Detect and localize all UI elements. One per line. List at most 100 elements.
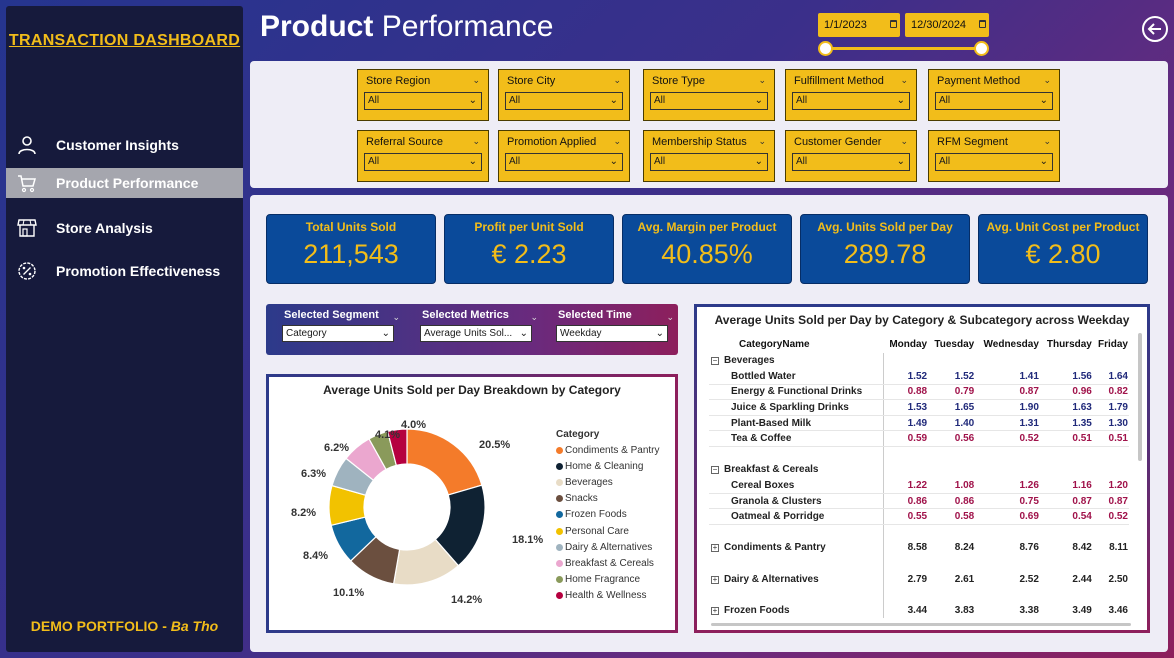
matrix-cell [1040, 353, 1093, 369]
legend-label: Snacks [565, 493, 598, 505]
time-selector[interactable]: Selected Time ⌄ Weekday ⌄ [556, 309, 674, 342]
chevron-down-icon[interactable]: ⌄ [613, 136, 621, 146]
filter-store-region[interactable]: Store Region ⌄ All ⌄ [357, 69, 489, 121]
date-slider-start-handle[interactable] [818, 41, 833, 56]
matrix-cell: 1.16 [1039, 477, 1093, 494]
matrix-cell: 0.56 [928, 430, 976, 448]
filter-dropdown[interactable]: All ⌄ [505, 153, 623, 171]
sidebar: TRANSACTION DASHBOARD Customer Insights … [6, 6, 243, 652]
matrix-column-header[interactable]: Friday [1097, 338, 1128, 350]
nav-label: Product Performance [56, 175, 199, 191]
matrix-header-row: CategoryName Monday Tuesday Wednesday Thursd… [709, 335, 1129, 353]
donut-slice-health-wellness[interactable] [386, 428, 408, 467]
page-title: Product Performance [260, 10, 554, 43]
legend-item[interactable]: Snacks [556, 491, 660, 507]
filter-fulfillment-method[interactable]: Fulfillment Method ⌄ All ⌄ [785, 69, 917, 121]
expand-icon[interactable]: + [711, 574, 719, 584]
metrics-selector[interactable]: Selected Metrics ⌄ Average Units Sol... ⌄ [420, 309, 538, 342]
filter-rfm-segment[interactable]: RFM Segment ⌄ All ⌄ [928, 130, 1060, 182]
back-button[interactable] [1142, 16, 1168, 42]
filter-dropdown[interactable]: All ⌄ [935, 92, 1053, 110]
start-date-input[interactable]: 1/1/2023 [818, 13, 900, 37]
legend-item[interactable]: Beverages [556, 474, 660, 490]
filter-dropdown[interactable]: All ⌄ [935, 153, 1053, 171]
filter-customer-gender[interactable]: Customer Gender ⌄ All ⌄ [785, 130, 917, 182]
chevron-down-icon[interactable]: ⌄ [1043, 136, 1051, 146]
filter-membership-status[interactable]: Membership Status ⌄ All ⌄ [643, 130, 775, 182]
matrix-column-header[interactable]: Monday [889, 338, 928, 350]
matrix-column-header[interactable]: Wednesday [983, 338, 1039, 350]
matrix-cell: 0.86 [883, 493, 929, 510]
filter-promotion-applied[interactable]: Promotion Applied ⌄ All ⌄ [498, 130, 630, 182]
date-slider-end-handle[interactable] [974, 41, 989, 56]
dashboard-brand[interactable]: TRANSACTION DASHBOARD [8, 32, 241, 49]
filter-dropdown[interactable]: All ⌄ [505, 92, 623, 110]
matrix-cell: 3.83 [954, 604, 975, 616]
end-date-input[interactable]: 12/30/2024 [905, 13, 989, 37]
matrix-row-label: − Beverages [709, 353, 884, 369]
collapse-icon[interactable]: − [711, 356, 719, 366]
chevron-down-icon[interactable]: ⌄ [613, 75, 621, 85]
chevron-down-icon[interactable]: ⌄ [1043, 75, 1051, 85]
matrix-cell: 1.22 [883, 477, 929, 494]
matrix-cell: 0.54 [1039, 508, 1093, 526]
legend-item[interactable]: Personal Care [556, 523, 660, 539]
matrix-corner-header[interactable]: CategoryName [739, 338, 810, 350]
matrix-cell: 0.96 [1039, 384, 1093, 401]
vertical-scrollbar[interactable] [1138, 333, 1142, 461]
legend-item[interactable]: Home Fragrance [556, 572, 660, 588]
slice-data-label: 18.1% [512, 534, 544, 546]
matrix-row-label: Oatmeal & Porridge [709, 508, 884, 526]
filter-dropdown[interactable]: All ⌄ [650, 92, 768, 110]
date-range-slider[interactable] [826, 47, 982, 50]
filter-store-type[interactable]: Store Type ⌄ All ⌄ [643, 69, 775, 121]
legend-item[interactable]: Dairy & Alternatives [556, 539, 660, 555]
matrix-row: + Condiments & Pantry 8.58 8.24 8.76 8.42 8.11 [709, 540, 1129, 556]
nav-customer-insights[interactable]: Customer Insights [6, 130, 243, 160]
matrix-row: Energy & Functional Drinks 0.88 0.79 0.87 0.… [709, 384, 1129, 401]
matrix-column-header[interactable]: Thursday [1046, 338, 1092, 350]
nav-promotion-effectiveness[interactable]: Promotion Effectiveness [6, 256, 243, 286]
legend-item[interactable]: Breakfast & Cereals [556, 555, 660, 571]
filter-dropdown[interactable]: All ⌄ [792, 153, 910, 171]
legend-item[interactable]: Home & Cleaning [556, 458, 660, 474]
matrix-row-label: + Condiments & Pantry [709, 540, 884, 556]
segment-selector[interactable]: Selected Segment ⌄ Category ⌄ [282, 309, 400, 342]
donut-slice-condiments-pantry[interactable] [406, 428, 483, 496]
chevron-down-icon[interactable]: ⌄ [900, 75, 908, 85]
matrix-cell: 3.46 [1108, 604, 1128, 616]
matrix-row-label: Cereal Boxes [709, 477, 884, 494]
chevron-down-icon[interactable]: ⌄ [758, 75, 766, 85]
matrix-row: Juice & Sparkling Drinks 1.53 1.65 1.90 1.63… [709, 399, 1129, 416]
matrix-row: + Frozen Foods 3.44 3.83 3.38 3.49 3.46 [709, 602, 1129, 619]
legend-label: Home & Cleaning [565, 460, 644, 472]
filter-referral-source[interactable]: Referral Source ⌄ All ⌄ [357, 130, 489, 182]
legend-item[interactable]: Health & Wellness [556, 588, 660, 604]
chevron-down-icon[interactable]: ⌄ [758, 136, 766, 146]
chevron-down-icon[interactable]: ⌄ [900, 136, 908, 146]
expand-icon[interactable]: + [711, 543, 719, 553]
filter-dropdown[interactable]: All ⌄ [792, 92, 910, 110]
chevron-down-icon[interactable]: ⌄ [472, 75, 480, 85]
chevron-down-icon[interactable]: ⌄ [472, 136, 480, 146]
matrix-cell [1093, 353, 1129, 369]
matrix-column-header[interactable]: Tuesday [934, 338, 975, 350]
filter-dropdown[interactable]: All ⌄ [364, 92, 482, 110]
collapse-icon[interactable]: − [711, 465, 719, 475]
matrix-cell: 0.51 [1092, 430, 1129, 448]
legend-item[interactable]: Condiments & Pantry [556, 442, 660, 458]
legend-label: Home Fragrance [565, 574, 641, 586]
filter-store-city[interactable]: Store City ⌄ All ⌄ [498, 69, 630, 121]
legend-color-dot [556, 559, 563, 567]
filter-dropdown[interactable]: All ⌄ [364, 153, 482, 171]
nav-store-analysis[interactable]: Store Analysis [6, 213, 243, 243]
matrix-cell: 0.87 [1092, 493, 1129, 510]
nav-product-performance[interactable]: Product Performance [6, 168, 243, 198]
filter-dropdown[interactable]: All ⌄ [650, 153, 768, 171]
matrix-cell: 1.65 [928, 399, 976, 416]
filter-payment-method[interactable]: Payment Method ⌄ All ⌄ [928, 69, 1060, 121]
horizontal-scrollbar[interactable] [711, 623, 1131, 626]
expand-icon[interactable]: + [711, 605, 719, 615]
chart-legend: Category Condiments & Pantry Home & Clean… [556, 429, 660, 604]
legend-item[interactable]: Frozen Foods [556, 507, 660, 523]
